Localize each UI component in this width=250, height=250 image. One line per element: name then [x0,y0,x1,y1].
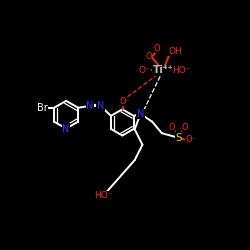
Text: N: N [97,101,104,111]
Text: O: O [145,52,152,62]
Text: HO⁻: HO⁻ [94,191,112,200]
Text: N: N [62,124,70,134]
Text: OH: OH [169,47,182,56]
Text: O⁻: O⁻ [186,135,196,144]
Text: Br: Br [37,103,48,113]
Text: S: S [175,133,182,143]
Text: O: O [154,44,160,53]
Text: O⁻: O⁻ [120,97,131,106]
Text: N: N [137,109,144,119]
Text: Ti⁴⁺: Ti⁴⁺ [152,66,174,76]
Text: HO⁻: HO⁻ [172,66,191,75]
Text: O: O [182,123,188,132]
Text: O⁻: O⁻ [139,66,150,75]
Text: N: N [86,101,94,111]
Text: O: O [168,123,175,132]
